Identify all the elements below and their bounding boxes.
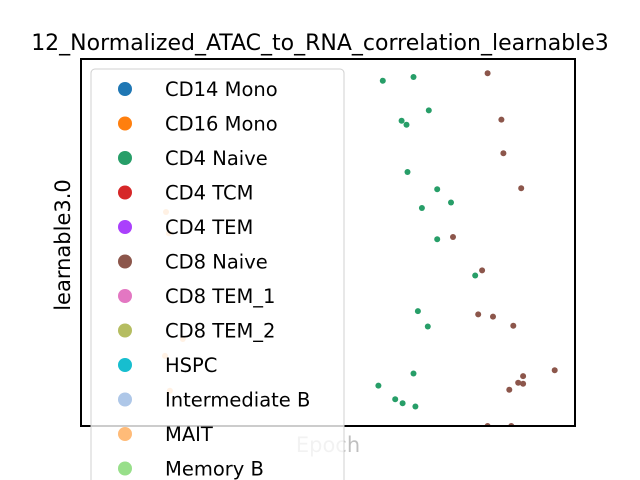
legend-item-cd16-mono: CD16 Mono <box>118 113 278 136</box>
point-cd4-naive <box>404 169 411 175</box>
legend-item-cd14-mono: CD14 Mono <box>118 78 278 101</box>
point-cd4-naive <box>434 236 441 243</box>
point-cd8-naive <box>475 311 482 318</box>
point-cd8-naive <box>510 322 517 329</box>
legend-marker <box>118 185 132 200</box>
legend-item-cd4-naive: CD4 Naive <box>118 147 268 170</box>
point-cd4-naive <box>424 323 431 330</box>
legend-item-cd8-tem-1: CD8 TEM_1 <box>118 285 275 308</box>
legend-marker <box>118 392 132 407</box>
point-cd4-naive <box>418 205 425 211</box>
point-cd4-naive <box>448 199 454 206</box>
point-cd8-naive <box>520 380 527 387</box>
point-cd8-naive <box>515 379 522 386</box>
point-cd4-naive <box>392 396 399 403</box>
legend-label: HSPC <box>165 354 217 377</box>
legend-box <box>90 68 345 480</box>
point-cd4-naive <box>399 400 406 407</box>
point-cd8-naive <box>484 70 491 77</box>
legend-item-cd8-tem-2: CD8 TEM_2 <box>118 320 275 343</box>
legend-item-intermediate-b: Intermediate B <box>118 389 310 412</box>
point-cd4-naive <box>398 117 405 124</box>
point-cd4-naive <box>425 107 432 114</box>
legend-label: CD4 TCM <box>165 182 253 205</box>
point-cd8-naive <box>498 116 505 123</box>
y-axis-label: learnable3.0 <box>51 179 75 311</box>
legend-marker <box>118 427 132 441</box>
legend-label: CD4 Naive <box>165 147 268 170</box>
point-cd8-naive <box>506 386 513 393</box>
legend-item-cd4-tem: CD4 TEM <box>118 216 253 239</box>
point-cd8-naive <box>500 150 507 157</box>
legend-marker <box>118 220 132 234</box>
point-cd4-naive <box>412 403 419 410</box>
point-cd4-naive <box>375 382 382 389</box>
point-cd8-naive <box>479 267 486 274</box>
chart-title: 12_Normalized_ATAC_to_RNA_correlation_le… <box>31 31 609 56</box>
legend-marker <box>118 289 132 303</box>
legend: CD14 Mono CD16 Mono CD4 Naive CD4 TCM CD4 TE… <box>90 68 345 480</box>
legend-label: CD14 Mono <box>165 78 278 101</box>
point-cd4-naive <box>472 272 479 279</box>
legend-label: MAIT <box>165 423 213 446</box>
point-cd8-naive <box>551 367 558 374</box>
legend-marker <box>118 82 132 96</box>
point-cd8-naive <box>490 313 496 320</box>
point-cd4-naive <box>410 74 417 80</box>
point-cd8-naive <box>518 185 525 192</box>
point-cd4-naive <box>410 370 417 377</box>
legend-label: CD4 TEM <box>165 216 253 239</box>
legend-item-memory-b: Memory B <box>118 458 264 480</box>
legend-marker <box>118 323 132 338</box>
legend-label: CD16 Mono <box>165 113 278 136</box>
legend-label: Memory B <box>165 458 264 480</box>
legend-label: CD8 TEM_1 <box>165 285 275 308</box>
legend-marker <box>118 358 132 372</box>
point-cd4-naive <box>403 121 410 128</box>
legend-label: CD8 TEM_2 <box>165 320 275 343</box>
legend-marker <box>118 461 132 476</box>
legend-label: Intermediate B <box>165 389 310 412</box>
legend-marker <box>118 151 132 165</box>
legend-item-hspc: HSPC <box>118 354 217 377</box>
legend-marker <box>118 254 132 269</box>
legend-item-mait: MAIT <box>118 423 213 446</box>
point-cd8-naive <box>520 373 527 380</box>
legend-label: CD8 Naive <box>165 251 268 274</box>
legend-marker <box>118 116 132 131</box>
point-cd8-naive <box>450 234 456 240</box>
legend-item-cd8-naive: CD8 Naive <box>118 251 268 274</box>
point-cd4-naive <box>414 308 421 315</box>
point-cd4-naive <box>434 186 441 193</box>
legend-item-cd4-tcm: CD4 TCM <box>118 182 253 205</box>
point-cd4-naive <box>379 77 386 84</box>
